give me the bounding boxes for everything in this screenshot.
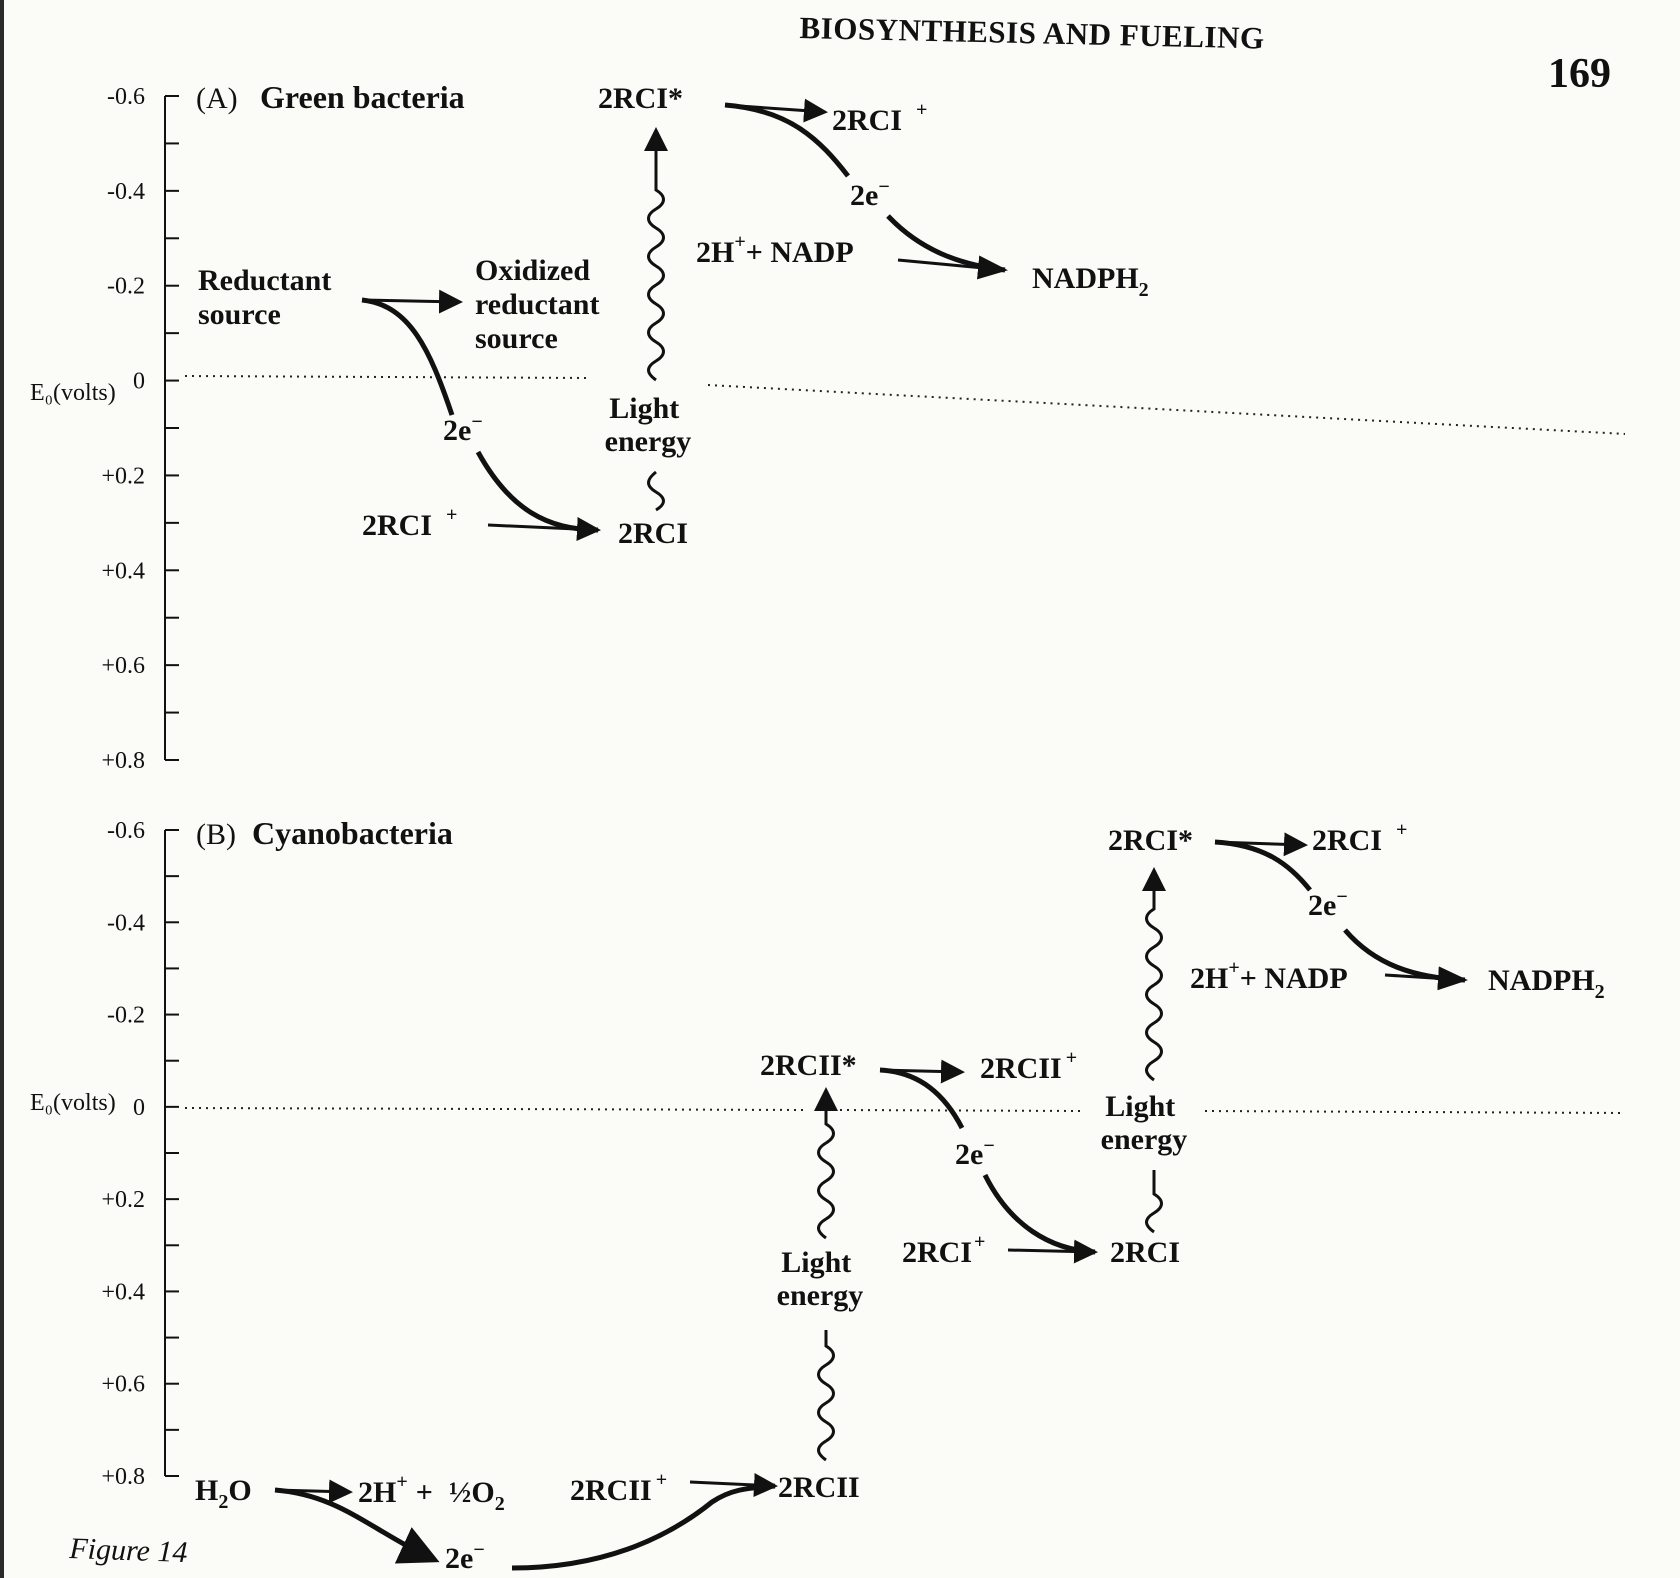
h-plus-nadp-b: 2H++ NADP [1190, 957, 1348, 995]
axis-b-tick-label: +0.6 [101, 1372, 145, 1398]
axis-b-tick-label: -0.4 [107, 910, 145, 936]
arrow-reductant-oxidized [361, 289, 463, 314]
electron-curve-a1-top [361, 297, 455, 416]
axis-b-tick-label: +0.8 [101, 1464, 145, 1490]
protons-oxygen: 2H+ + ½O2 [358, 1471, 505, 1515]
electron-curve-b1-up [511, 1483, 776, 1571]
zero-line-a-left [184, 375, 591, 379]
axis-a-tick-label: +0.6 [101, 653, 145, 679]
light-energy-b2: Light energy [1101, 1090, 1188, 1156]
electrons-b1: 2e− [445, 1539, 485, 1575]
rci-plus-a: 2RCI + [362, 504, 457, 542]
rci-plus-b-top: 2RCI + [1312, 819, 1407, 857]
light-wave-b2-lower [1145, 1170, 1163, 1234]
zero-line-a-right [707, 384, 1626, 435]
axis-b: -0.6 -0.4 -0.2 0 +0.2 +0.4 +0.6 +0.8 E₀(volts) [30, 818, 179, 1490]
rcii-plus-top: 2RCII + [980, 1047, 1077, 1085]
axis-b-tick-label: 0 [133, 1095, 145, 1121]
nadph-a: NADPH2 [1032, 262, 1149, 301]
rci-b: 2RCI [1110, 1236, 1180, 1269]
electron-curve-b3-top [1214, 839, 1312, 892]
rcii: 2RCII [778, 1471, 860, 1504]
oxidized-reductant-source-label: Oxidized reductant source [475, 254, 607, 355]
axis-a-label: E₀(volts) [30, 380, 116, 406]
page-edge [0, 0, 4, 1578]
axis-a-tick-label: +0.2 [101, 463, 145, 489]
electrons-a1: 2e− [443, 411, 483, 447]
page-number: 169 [1548, 51, 1611, 97]
zero-line-b-mid [839, 1109, 1081, 1112]
arrow-nadp-nadph-b [1384, 966, 1468, 991]
axis-a-tick-label: -0.2 [107, 274, 145, 300]
reductant-source-label: Reductant source [198, 264, 339, 331]
rci-star-b: 2RCI* [1108, 824, 1193, 857]
electron-curve-b2-bottom [982, 1173, 1096, 1255]
axis-b-tick-label: -0.6 [107, 818, 145, 844]
arrow-nadp-nadph-a [897, 255, 1008, 280]
light-wave-b1-upper [814, 1087, 838, 1240]
electrons-b2: 2e− [955, 1135, 995, 1171]
light-wave-b1-lower [817, 1330, 835, 1462]
axis-b-tick-label: +0.2 [101, 1187, 145, 1213]
axis-b-label: E₀(volts) [30, 1090, 116, 1116]
rci-a: 2RCI [618, 517, 688, 550]
electron-curve-b1-down [274, 1487, 440, 1564]
panel-a-title: Green bacteria [260, 79, 465, 115]
axis-a-tick-label: -0.4 [107, 179, 145, 205]
panel-b-title: Cyanobacteria [252, 815, 453, 851]
electron-curve-a2-top [724, 102, 850, 178]
rci-plus-b: 2RCI + [902, 1231, 985, 1269]
arrow-rcii-plus-rcii [689, 1473, 778, 1497]
axis-b-tick-label: -0.2 [107, 1003, 145, 1029]
arrow-rci-plus-rci-a [487, 517, 601, 542]
axis-a-tick-label: +0.4 [101, 558, 145, 584]
rcii-star: 2RCII* [760, 1049, 857, 1082]
water: H2O [195, 1474, 252, 1513]
electrons-a2: 2e− [850, 176, 890, 212]
arrow-rci-plus-rci-b [1007, 1239, 1098, 1264]
axis-a-tick-label: +0.8 [101, 748, 145, 774]
light-wave-a-lower [647, 470, 665, 512]
nadph-b: NADPH2 [1488, 964, 1605, 1003]
light-wave-a-upper [644, 127, 668, 382]
panel-a-letter: (A) [196, 82, 238, 115]
electron-curve-a1-bottom [475, 450, 599, 533]
panel-b-letter: (B) [196, 818, 236, 851]
axis-b-tick-label: +0.4 [101, 1279, 145, 1305]
electrons-b3: 2e− [1308, 886, 1348, 922]
rci-star-a: 2RCI* [598, 82, 683, 115]
axis-a-tick-label: 0 [133, 369, 145, 395]
rcii-plus: 2RCII + [570, 1469, 667, 1507]
electron-curve-b2-top [879, 1067, 965, 1130]
axis-a: -0.6 -0.4 -0.2 0 +0.2 +0.4 +0.6 +0.8 E₀(volts) [30, 84, 179, 774]
zero-line-b-left [184, 1107, 809, 1111]
light-wave-b2-upper [1142, 867, 1166, 1082]
rci-plus-a-top: 2RCI + [832, 99, 927, 137]
h-plus-nadp-a: 2H++ NADP [696, 231, 854, 269]
zero-line-b-right [1204, 1110, 1626, 1114]
axis-a-tick-label: -0.6 [107, 84, 145, 110]
light-energy-b1: Light energy [777, 1246, 864, 1312]
electron-curve-b3-bottom [1343, 928, 1466, 983]
light-energy-a: Light energy [605, 392, 692, 458]
